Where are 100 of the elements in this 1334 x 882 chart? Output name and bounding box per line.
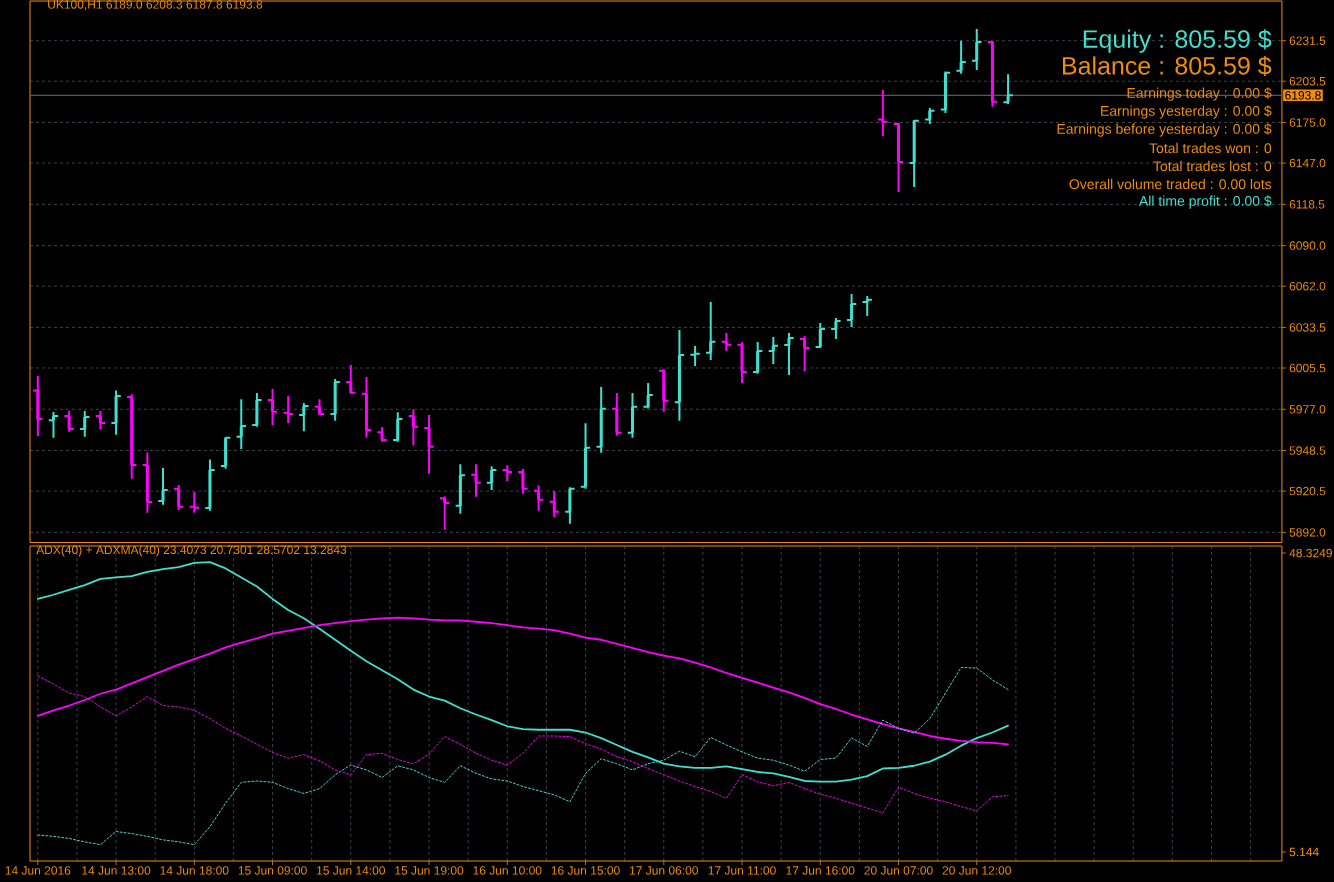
x-tick-label: 14 Jun 18:00 xyxy=(160,866,229,875)
candlestick xyxy=(720,332,733,353)
candlestick xyxy=(783,332,795,377)
y-tick-label: 5920.5 xyxy=(1289,486,1326,496)
y-tick-label: 6062.0 xyxy=(1289,281,1326,291)
candlestick xyxy=(172,484,185,512)
candlestick xyxy=(266,387,279,427)
candlestick xyxy=(501,464,513,483)
annotation: Earnings yesterday : 0.00 $ xyxy=(1101,105,1272,119)
candlestick xyxy=(626,392,639,439)
x-tick-label: 14 Jun 13:00 xyxy=(82,866,151,875)
candlestick xyxy=(329,378,341,422)
ref-line-label: 6193.8 xyxy=(1285,91,1321,100)
x-tick-label: 17 Jun 16:00 xyxy=(786,866,855,875)
y-tick-label: 6033.5 xyxy=(1289,323,1326,332)
candlestick xyxy=(126,393,138,480)
y-tick-label: 6005.5 xyxy=(1289,363,1326,373)
candlestick xyxy=(439,495,451,531)
candlestick xyxy=(548,490,560,519)
candlestick xyxy=(235,398,247,451)
candlestick xyxy=(517,468,529,495)
candlestick xyxy=(63,410,75,433)
candlestick xyxy=(892,122,905,194)
candlestick xyxy=(47,411,60,439)
y-tick-label: 6090.0 xyxy=(1289,241,1326,250)
candlestick xyxy=(532,484,545,512)
annotation: Earnings before yesterday : 0.00 $ xyxy=(1057,123,1272,137)
candlestick xyxy=(141,451,154,514)
candlestick xyxy=(79,410,91,438)
annotation: Earnings today : 0.00 $ xyxy=(1127,87,1272,101)
candlestick xyxy=(345,364,357,395)
candlestick xyxy=(595,386,607,454)
candlestick xyxy=(642,382,654,410)
candlestick xyxy=(939,70,952,114)
candlestick xyxy=(282,395,294,425)
candlestick xyxy=(736,341,748,385)
candlestick xyxy=(673,329,686,422)
y-tick-label: 48.3249 xyxy=(1289,548,1332,558)
annotation: All time profit : 0.00 $ xyxy=(1138,195,1272,209)
candlestick xyxy=(861,295,873,317)
candlestick xyxy=(877,88,889,137)
candlestick xyxy=(94,410,107,431)
candlestick xyxy=(845,292,858,329)
y-tick-label: 6203.5 xyxy=(1289,76,1326,86)
x-tick-label: 15 Jun 14:00 xyxy=(317,866,386,875)
candlestick xyxy=(689,344,701,368)
candlestick xyxy=(767,336,780,366)
annotation: Total trades lost : 0 xyxy=(1153,160,1272,172)
candlestick xyxy=(470,463,482,498)
candlestick xyxy=(251,392,263,428)
x-tick-label: 16 Jun 10:00 xyxy=(473,866,542,875)
annotation: Overall volume traded : 0.00 lots xyxy=(1069,178,1272,190)
y-tick-label: 5.144 xyxy=(1289,847,1319,857)
y-tick-label: 6231.5 xyxy=(1289,36,1326,45)
candlestick xyxy=(564,486,576,525)
candlestick xyxy=(157,467,169,506)
candlestick xyxy=(798,334,811,373)
candlestick xyxy=(298,402,310,433)
candlestick xyxy=(392,411,404,443)
x-tick-label: 15 Jun 09:00 xyxy=(238,866,307,875)
candlestick xyxy=(955,39,967,75)
y-tick-label: 5977.0 xyxy=(1289,405,1326,414)
candlestick xyxy=(924,107,936,125)
x-tick-label: 14 Jun 2016 xyxy=(5,866,71,875)
annotation: Equity : 805.59 $ xyxy=(1083,29,1272,53)
candlestick xyxy=(908,119,920,188)
candlestick xyxy=(204,458,216,512)
y-tick-label: 5948.5 xyxy=(1289,446,1326,455)
candlestick xyxy=(611,392,623,437)
annotation: Total trades won : 0 xyxy=(1149,142,1272,154)
candlestick xyxy=(454,463,467,515)
candlestick xyxy=(971,27,983,71)
annotation: Balance : 805.59 $ xyxy=(1062,55,1272,77)
x-tick-label: 20 Jun 07:00 xyxy=(864,866,933,875)
candlestick xyxy=(751,341,764,375)
x-tick-label: 16 Jun 15:00 xyxy=(551,866,620,875)
chart-title: UK100,H1 6189.0 6208.3 6187.8 6193.8 xyxy=(48,0,263,11)
candlestick xyxy=(407,408,420,447)
chart-title: ADX(40) + ADXMA(40) 23.4073 20.7301 28.5702 13.2843 xyxy=(36,545,347,557)
candlestick xyxy=(485,465,498,492)
y-tick-label: 5892.0 xyxy=(1289,528,1326,537)
x-tick-label: 17 Jun 11:00 xyxy=(708,866,776,875)
candlestick xyxy=(110,389,122,436)
y-tick-label: 6118.5 xyxy=(1289,200,1325,209)
candlestick xyxy=(814,322,826,349)
x-tick-label: 20 Jun 12:00 xyxy=(942,866,1011,875)
candlestick xyxy=(360,376,373,439)
candlestick xyxy=(219,436,232,470)
candlestick xyxy=(705,301,717,362)
y-tick-label: 6147.0 xyxy=(1289,158,1326,168)
candlestick xyxy=(579,422,592,490)
x-tick-label: 17 Jun 06:00 xyxy=(630,866,698,875)
candlestick xyxy=(1002,73,1014,105)
candlestick xyxy=(830,317,842,341)
candlestick xyxy=(313,398,326,416)
y-tick-label: 6175.0 xyxy=(1289,118,1326,127)
x-tick-label: 15 Jun 19:00 xyxy=(395,866,464,875)
candlestick xyxy=(188,491,201,514)
candlestick xyxy=(32,375,44,438)
candlestick xyxy=(986,40,999,108)
